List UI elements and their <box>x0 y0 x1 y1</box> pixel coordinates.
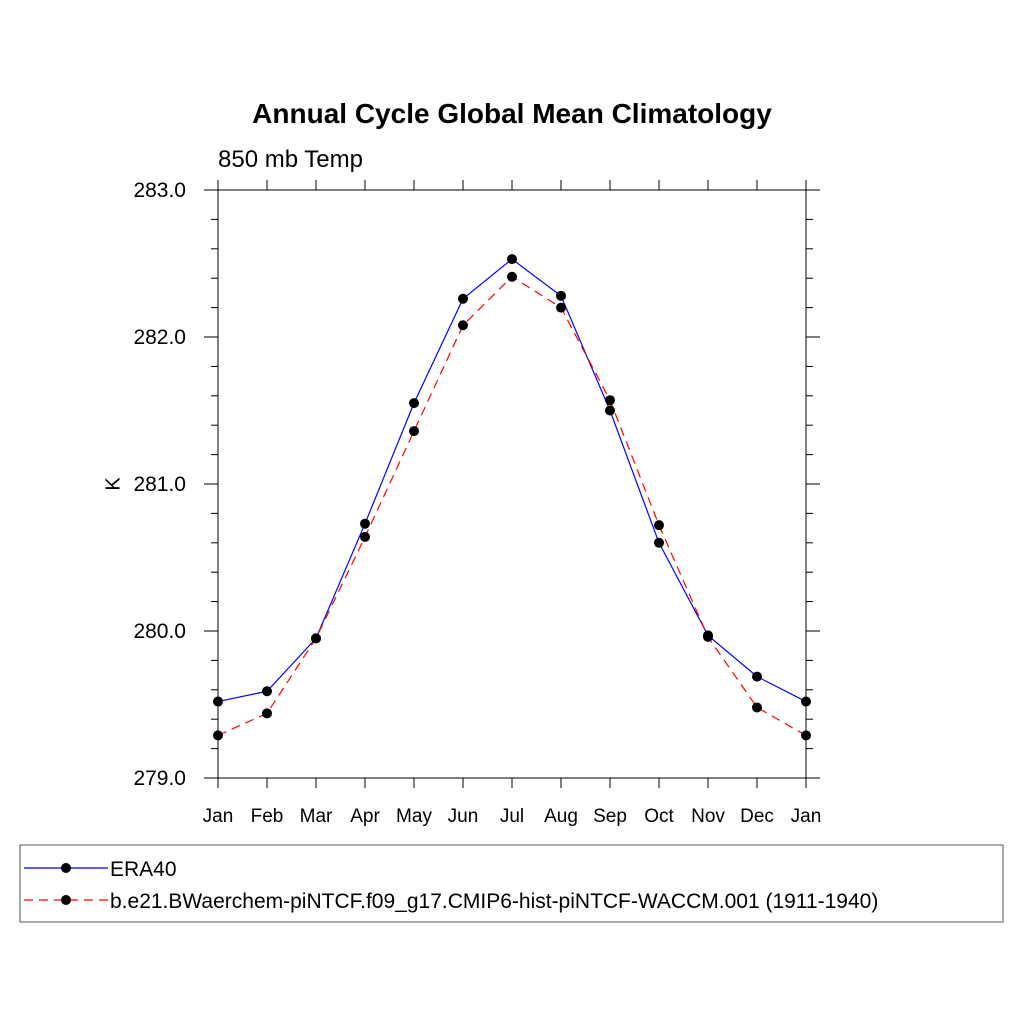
x-tick-label: Jul <box>500 806 524 827</box>
series-2-point <box>507 271 517 282</box>
chart-title: Annual Cycle Global Mean Climatology <box>252 98 772 129</box>
series-1-point <box>556 290 566 301</box>
x-tick-label: Aug <box>544 806 578 827</box>
legend-box <box>19 844 1004 923</box>
y-tick-label: 283.0 <box>133 179 186 202</box>
series-1-point <box>458 293 468 304</box>
y-axis-label: K <box>102 477 124 491</box>
x-tick-label: Oct <box>644 806 674 827</box>
y-tick-label: 281.0 <box>133 473 186 496</box>
x-tick-label: Jun <box>448 806 479 827</box>
series-2-point <box>752 702 762 713</box>
x-tick-label: Apr <box>350 806 380 827</box>
x-tick-label: Feb <box>251 806 284 827</box>
series-1-point <box>360 518 370 529</box>
series-1-point <box>654 537 664 548</box>
series-1-point <box>605 405 615 416</box>
x-tick-label: May <box>396 806 432 827</box>
legend-marker-2 <box>61 895 71 905</box>
plot-area: Jan Feb Mar Apr May Jun Jul Aug Sep Oct Nov Dec Jan 2… <box>133 179 821 827</box>
series-2-point <box>360 531 370 542</box>
x-tick-label: Dec <box>740 806 774 827</box>
x-tick-label: Sep <box>593 806 627 827</box>
series-2-point <box>311 633 321 644</box>
series-2-point <box>409 426 419 437</box>
series-1-point <box>507 254 517 265</box>
series-2-point <box>458 320 468 331</box>
series-1-point <box>409 398 419 409</box>
legend-label-1: ERA40 <box>110 858 177 881</box>
legend-label-2: b.e21.BWaerchem-piNTCF.f09_g17.CMIP6-his… <box>110 890 878 913</box>
y-tick-label: 279.0 <box>133 767 186 790</box>
series-2-point <box>213 730 223 741</box>
y-tick-label: 282.0 <box>133 326 186 349</box>
series-1-point <box>752 671 762 682</box>
series-2-point <box>556 302 566 313</box>
x-tick-label: Jan <box>791 806 822 827</box>
x-tick-label: Mar <box>300 806 333 827</box>
series-line-2 <box>217 275 807 736</box>
series-2-point <box>262 708 272 719</box>
y-tick-label: 280.0 <box>133 620 186 643</box>
series-2-point <box>703 631 713 642</box>
series-1-point <box>262 686 272 697</box>
series-1-point <box>801 696 811 707</box>
x-tick-label: Nov <box>691 806 725 827</box>
chart-subtitle: 850 mb Temp <box>218 146 363 173</box>
series-2-point <box>801 730 811 741</box>
x-tick-label: Jan <box>203 806 234 827</box>
series-2-point <box>605 395 615 406</box>
legend: ERA40 b.e21.BWaerchem-piNTCF.f09_g17.CMIP… <box>24 858 878 913</box>
series-1-point <box>213 696 223 707</box>
series-2-point <box>654 520 664 531</box>
legend-marker-1 <box>61 863 71 873</box>
series-line-1 <box>217 258 807 703</box>
